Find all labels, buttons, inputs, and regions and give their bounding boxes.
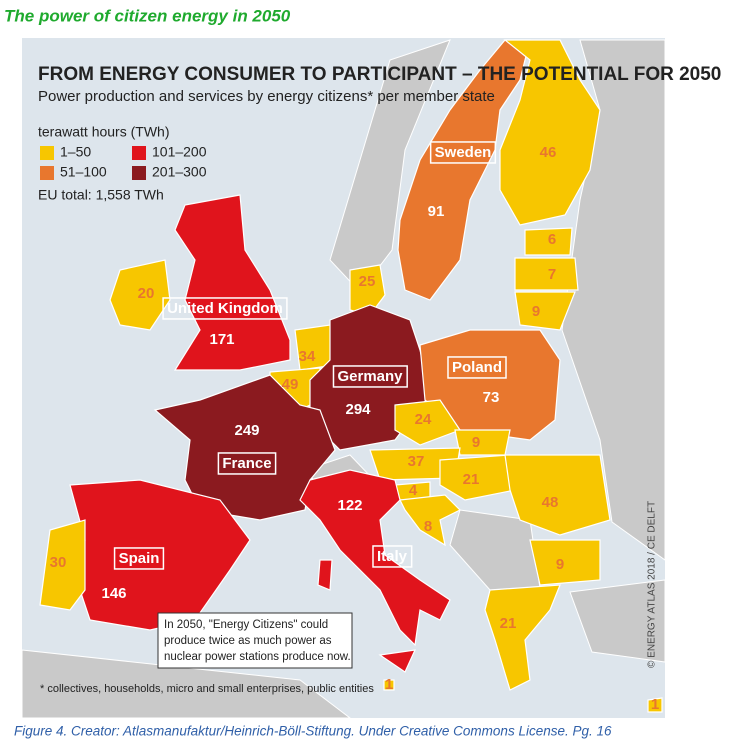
country-value: 171 [209,331,234,348]
note-box [157,612,353,669]
country-value: 34 [299,348,316,365]
country [39,519,86,611]
country-value: 249 [234,422,259,439]
country-value: 46 [540,144,557,161]
country [349,264,386,316]
country-value: 1 [651,696,659,713]
country [524,227,573,256]
map-title: FROM ENERGY CONSUMER TO PARTICIPANT – TH… [38,64,721,85]
country-label-box [162,297,288,320]
country [109,259,171,331]
country [499,39,601,226]
footnote: * collectives, households, micro and sma… [40,683,374,695]
legend-label: 101–200 [152,144,207,160]
country-label: Spain [119,550,160,567]
note-line: In 2050, "Energy Citizens" could [164,619,328,631]
country [484,584,561,691]
country-value: 6 [548,231,556,248]
country-value: 30 [50,554,67,571]
country [173,194,291,371]
country-label-box [372,545,413,568]
country-value: 73 [483,389,500,406]
country-value: 24 [415,411,432,428]
legend-label: 1–50 [60,144,91,160]
country-value: 91 [428,203,445,220]
country [647,697,663,713]
country-value: 21 [500,615,517,632]
legend-swatch [132,166,146,180]
country-value: 146 [101,585,126,602]
legend-label: 51–100 [60,164,107,180]
country-label-box [429,141,497,164]
country-label: Germany [337,368,403,385]
country-value: 25 [359,273,376,290]
country-value: 48 [542,494,559,511]
country [153,374,336,521]
country-value: 49 [282,376,299,393]
country-label-box [217,452,277,475]
country-value: 37 [408,453,425,470]
country-label: Poland [452,359,502,376]
credit: © ENERGY ATLAS 2018 / CE DELFT [647,501,658,668]
country-value: 21 [463,471,480,488]
country-value: 7 [548,266,556,283]
country-value: 20 [138,285,155,302]
country-label: Sweden [435,144,492,161]
country [383,679,395,691]
country-value: 122 [337,497,362,514]
country-label-box [113,547,165,570]
country-value: 9 [532,303,540,320]
country [399,494,462,547]
note-line: nuclear power stations produce now. [164,651,351,663]
country [514,291,576,331]
country [299,469,451,673]
caption: Figure 4. Creator: Atlasmanufaktur/Heinr… [14,724,612,739]
country [454,429,511,456]
country-label-box [447,356,507,379]
legend-title: terawatt hours (TWh) [38,124,169,140]
country [529,539,601,586]
country-value: 9 [556,556,564,573]
country [394,399,461,446]
legend-swatch [132,146,146,160]
map-subtitle: Power production and services by energy … [38,88,495,105]
legend-swatch [40,146,54,160]
header-title: The power of citizen energy in 2050 [4,6,291,25]
country [514,257,579,291]
country-value: 9 [472,434,480,451]
country-value: 1 [385,676,393,693]
legend-total: EU total: 1,558 TWh [38,187,164,203]
country-label: France [222,455,271,472]
legend-label: 201–300 [152,164,207,180]
country [397,39,531,301]
country [439,454,516,501]
country-label: United Kingdom [167,300,283,317]
country-label-box [332,365,408,388]
country-value: 294 [345,401,371,418]
country-label: Italy [377,548,408,565]
country-value: 4 [409,482,418,499]
legend-swatch [40,166,54,180]
country-value: 8 [424,518,432,535]
note-line: produce twice as much power as [164,635,332,647]
country [504,454,611,536]
